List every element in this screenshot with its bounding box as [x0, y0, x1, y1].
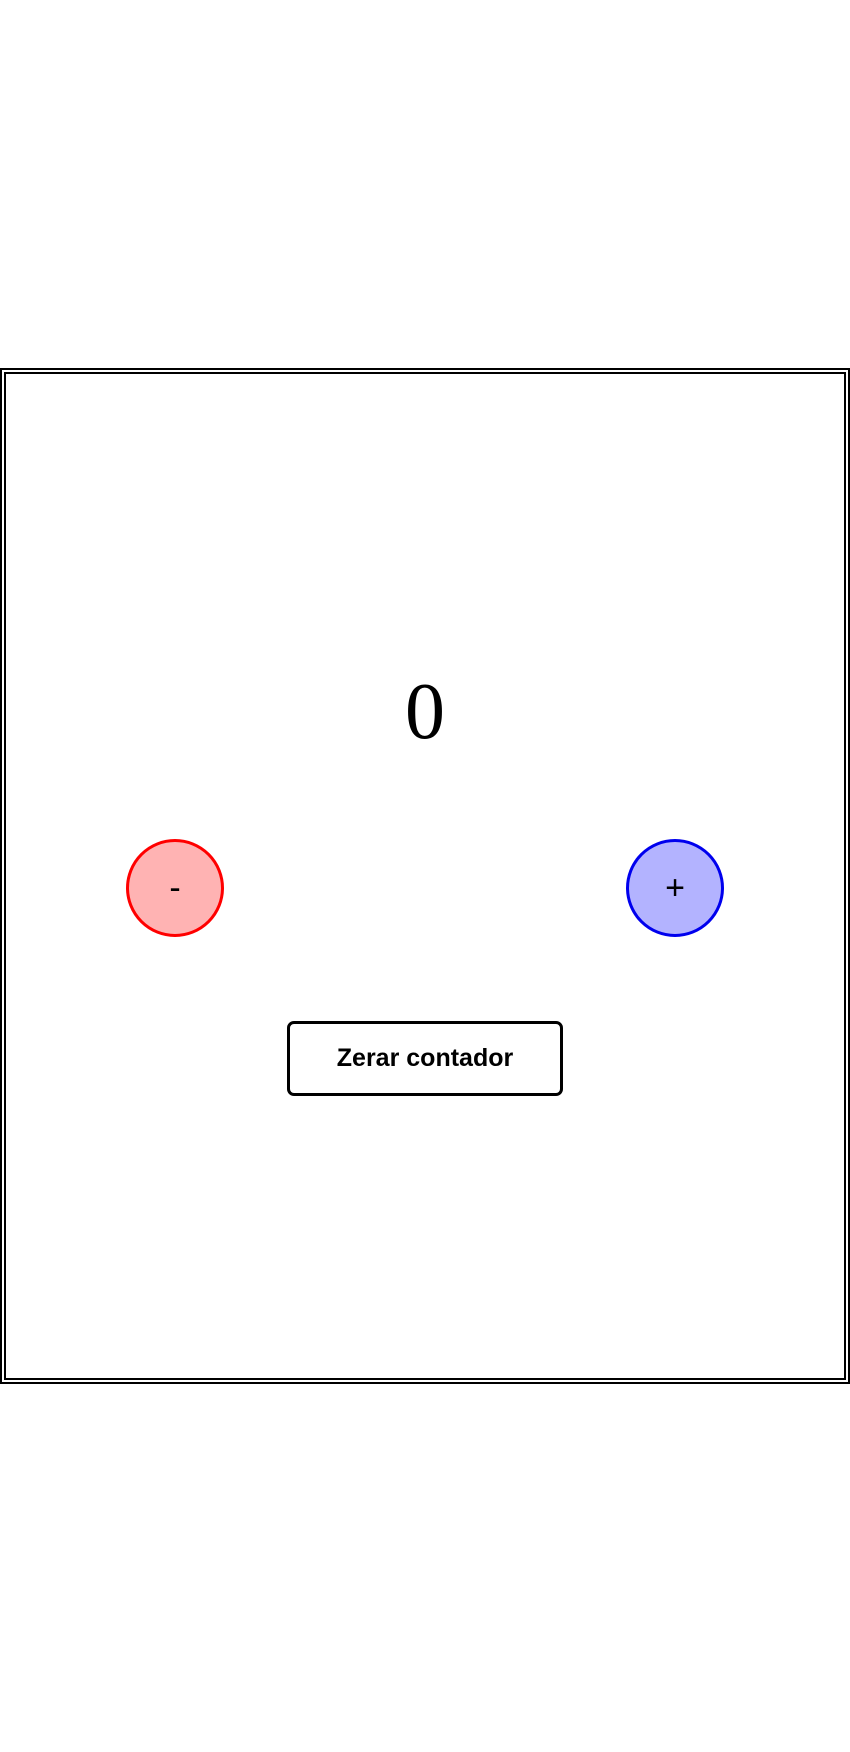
reset-counter-button[interactable]: Zerar contador: [287, 1021, 563, 1096]
decrement-button[interactable]: -: [126, 839, 224, 937]
counter-value: 0: [405, 668, 445, 756]
increment-button[interactable]: +: [626, 839, 724, 937]
counter-frame: 0 - + Zerar contador: [0, 368, 850, 1384]
